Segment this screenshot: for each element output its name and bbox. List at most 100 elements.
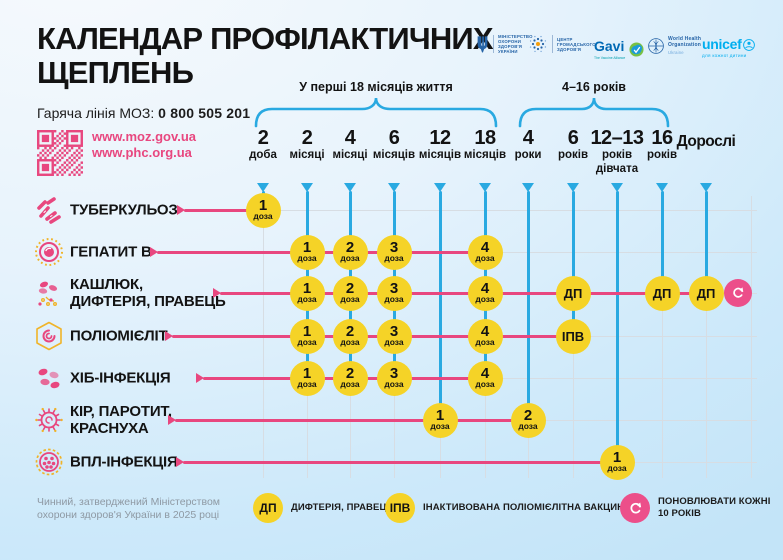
- row-arrow-right-icon: [176, 457, 184, 467]
- website-links: www.moz.gov.ua www.phc.org.ua: [92, 129, 196, 161]
- timeline-arrow-down-icon: [344, 183, 356, 192]
- row-label: ГЕПАТИТ В: [70, 244, 152, 261]
- dose-unit-label: доза: [253, 211, 273, 221]
- row-label: КАШЛЮК, ДИФТЕРІЯ, ПРАВЕЦЬ: [70, 276, 226, 310]
- column-age-number: 16: [651, 127, 673, 149]
- bracket-4-16-years: [518, 97, 670, 128]
- row-line: [220, 291, 706, 295]
- dose-marker: 2 доза: [332, 275, 368, 311]
- legend-text-line: ДИФТЕРІЯ, ПРАВЕЦЬ: [291, 502, 394, 513]
- gavi-tagline: The Vaccine Alliance: [594, 56, 626, 60]
- dose-number: 2: [345, 365, 355, 382]
- hotline-label: Гаряча лінія МОЗ:: [37, 105, 155, 121]
- page-title: КАЛЕНДАР ПРОФІЛАКТИЧНИХ ЩЕПЛЕНЬ: [37, 22, 494, 90]
- timeline-vertical-line: [660, 191, 664, 293]
- column-age-number: 2: [301, 127, 313, 149]
- who-country: Ukraine: [668, 50, 684, 56]
- hib-icon: [34, 363, 64, 393]
- unicef-block: unicef для кожної дитини: [702, 37, 756, 58]
- dose-marker: 2 доза: [332, 234, 368, 270]
- row-label-line: ГЕПАТИТ В: [70, 243, 152, 261]
- dose-number: 1: [302, 239, 312, 256]
- dose-number: 3: [389, 239, 399, 256]
- column-age-number: 6: [567, 127, 579, 149]
- dose-marker: 2 доза: [332, 318, 368, 354]
- timeline-arrow-down-icon: [567, 183, 579, 192]
- timeline-vertical-line: [704, 191, 708, 293]
- dose-marker: 1 доза: [289, 275, 325, 311]
- row-arrow-right-icon: [213, 288, 221, 298]
- dose-marker: 1 доза: [599, 444, 635, 480]
- title-line-2: ЩЕПЛЕНЬ: [37, 55, 194, 90]
- website-link[interactable]: www.phc.org.ua: [92, 145, 192, 160]
- logo-divider: [493, 35, 494, 53]
- who-text-block: World Health Organization Ukraine: [668, 36, 702, 56]
- column-age-number: 6: [388, 127, 400, 149]
- timeline-arrow-down-icon: [301, 183, 313, 192]
- pertussis-diphtheria-tetanus-icon: [34, 278, 64, 308]
- timeline-arrow-down-icon: [700, 183, 712, 192]
- dose-number: 4: [480, 239, 490, 256]
- timeline-arrow-down-icon: [434, 183, 446, 192]
- footer-note: Чинний, затверджений Міністерством охорон…: [37, 496, 220, 522]
- dose-abbreviation: ДП: [652, 285, 672, 301]
- row-label-line: ХІБ-ІНФЕКЦІЯ: [70, 369, 171, 387]
- column-age-unit: роки: [514, 149, 542, 161]
- logo-moz-text: МІНІСТЕРСТВО ОХОРОНИ ЗДОРОВ'Я УКРАЇНИ: [498, 34, 533, 54]
- dose-number: 1: [258, 197, 268, 214]
- column-header: 16 років: [628, 128, 696, 163]
- timeline-vertical-line: [526, 191, 530, 420]
- footer-line: охорони здоров'я України в 2025 році: [37, 509, 220, 521]
- row-line: [172, 334, 573, 338]
- unicef-wordmark: unicef: [702, 37, 756, 51]
- trident-icon: [477, 36, 488, 53]
- dose-number: 2: [523, 407, 533, 424]
- dose-number: 1: [302, 280, 312, 297]
- website-link[interactable]: www.moz.gov.ua: [92, 129, 197, 144]
- dose-unit-label: доза: [384, 379, 404, 389]
- dose-number: 4: [480, 323, 490, 340]
- column-age-unit: місяців: [372, 149, 416, 161]
- dose-marker: 4 доза: [467, 275, 503, 311]
- legend-text: ПОНОВЛЮВАТИ КОЖНІ 10 РОКІВ: [658, 496, 770, 520]
- dose-unit-label: доза: [384, 294, 404, 304]
- column-age-unit: місяців: [463, 149, 507, 161]
- column-header: 18 місяців: [451, 128, 519, 163]
- dose-marker: 3 доза: [376, 360, 412, 396]
- gavi-wordmark: Gavi: [594, 38, 625, 54]
- hotline-number: 0 800 505 201: [158, 105, 251, 121]
- dose-marker: 1 доза: [289, 234, 325, 270]
- dose-number: 2: [345, 280, 355, 297]
- column-header: 4 місяці: [316, 128, 384, 163]
- row-label: КІР, ПАРОТИТ, КРАСНУХА: [70, 403, 172, 437]
- dose-unit-label: доза: [430, 421, 450, 431]
- row-label-line: ТУБЕРКУЛЬОЗ: [70, 201, 178, 219]
- dose-number: 1: [435, 407, 445, 424]
- bracket-label-first-18-months: У перші 18 місяців життя: [299, 80, 453, 94]
- grid-line-vertical: [661, 196, 663, 478]
- hotline: Гаряча лінія МОЗ: 0 800 505 201: [37, 105, 250, 121]
- dose-number: 1: [302, 323, 312, 340]
- dose-unit-label: доза: [297, 337, 317, 347]
- column-age-number: 12: [429, 127, 451, 149]
- dose-marker: 3 доза: [376, 318, 412, 354]
- column-age-number: 12–13: [590, 127, 644, 149]
- gavi-wordmark-block: Gavi The Vaccine Alliance: [594, 38, 625, 60]
- logo-unicef: unicef для кожної дитини: [702, 37, 756, 58]
- gavi-globe-icon: [629, 41, 644, 57]
- legend-text: ІНАКТИВОВАНА ПОЛІОМІЄЛІТНА ВАКЦИНА: [423, 502, 631, 514]
- dose-number: 4: [480, 280, 490, 297]
- logo-who: World Health Organization Ukraine: [648, 36, 702, 56]
- row-label-line: КІР, ПАРОТИТ,: [70, 403, 172, 420]
- timeline-arrow-down-icon: [611, 183, 623, 192]
- column-age-number: 18: [474, 127, 496, 149]
- dose-marker: ДП: [688, 275, 724, 311]
- dose-unit-label: доза: [340, 253, 360, 263]
- column-header: 6 місяців: [360, 128, 428, 163]
- bracket-label-4-16-years: 4–16 років: [562, 80, 626, 94]
- dose-unit-label: доза: [297, 379, 317, 389]
- dose-marker: 2 доза: [332, 360, 368, 396]
- dose-unit-label: доза: [297, 294, 317, 304]
- who-name: World Health Organization: [668, 36, 702, 48]
- timeline-arrow-down-icon: [388, 183, 400, 192]
